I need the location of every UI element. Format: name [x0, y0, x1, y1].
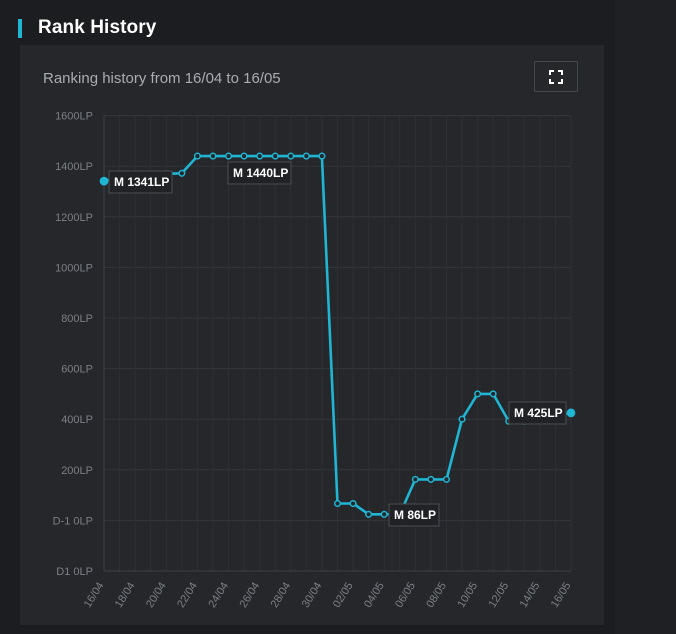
y-tick-label: 1400LP: [55, 161, 93, 173]
y-tick-label: D1 0LP: [56, 566, 93, 578]
x-tick-label: 08/05: [424, 580, 449, 610]
right-panel-background: [615, 0, 676, 634]
callout-box: [108, 170, 173, 194]
callout-text: M 1440LP: [233, 166, 288, 180]
y-tick-label: 1600LP: [55, 111, 93, 123]
data-point[interactable]: [489, 390, 497, 398]
data-point[interactable]: [209, 152, 217, 160]
callout-text: M 425LP: [514, 406, 563, 420]
data-point[interactable]: [427, 475, 435, 483]
x-tick-label: 24/04: [206, 580, 231, 610]
x-tick-label: 14/05: [518, 580, 543, 610]
x-tick-label: 18/04: [113, 580, 138, 610]
rank-history-card: Ranking history from 16/04 to 16/05: [20, 45, 604, 625]
y-tick-label: 1200LP: [55, 212, 93, 224]
accent-bar: [18, 18, 22, 38]
data-point[interactable]: [474, 390, 482, 398]
data-point[interactable]: [178, 169, 186, 177]
x-tick-label: 20/04: [144, 580, 169, 610]
y-tick-label: 200LP: [61, 465, 93, 477]
y-tick-label: 400LP: [61, 414, 93, 426]
data-point[interactable]: [271, 152, 279, 160]
data-point[interactable]: [224, 152, 233, 160]
callout-box: [227, 161, 292, 185]
data-point[interactable]: [193, 152, 201, 160]
expand-button[interactable]: [534, 61, 578, 92]
data-point[interactable]: [99, 176, 109, 186]
chart-subtitle: Ranking history from 16/04 to 16/05: [43, 70, 281, 87]
callout-text: M 1341LP: [114, 175, 169, 189]
data-point[interactable]: [458, 415, 466, 423]
data-point[interactable]: [333, 499, 342, 508]
callouts: M 1341LP M 1440LP M 86LP M 425LP: [108, 161, 567, 527]
data-point[interactable]: [442, 475, 451, 483]
x-tick-label: 16/05: [549, 580, 574, 610]
section-title: Rank History: [38, 17, 157, 38]
y-axis: D1 0LP D-1 0LP 200LP 400LP 600LP 800LP 1000LP 1…: [53, 111, 93, 578]
expand-icon: [549, 69, 563, 84]
y-tick-label: 1000LP: [55, 262, 93, 274]
data-point[interactable]: [380, 510, 388, 518]
x-tick-label: 12/05: [487, 580, 512, 610]
x-tick-label: 06/05: [393, 580, 418, 610]
x-tick-label: 22/04: [175, 580, 200, 610]
data-point[interactable]: [318, 152, 326, 160]
y-tick-label: 600LP: [61, 364, 93, 376]
y-tick-label: D-1 0LP: [53, 515, 93, 527]
x-tick-label: 10/05: [455, 580, 480, 610]
callout-box: [388, 503, 440, 527]
data-point[interactable]: [287, 152, 295, 160]
data-point[interactable]: [349, 499, 357, 508]
callout-label: M 425LP: [508, 401, 567, 425]
x-tick-label: 02/05: [331, 580, 356, 610]
data-point[interactable]: [365, 510, 373, 518]
x-tick-label: 16/04: [82, 580, 107, 610]
data-point[interactable]: [302, 152, 310, 160]
y-tick-label: 800LP: [61, 313, 93, 325]
x-axis: 16/04 18/04 20/04 22/04 24/04 26/04 28/04 30/04…: [82, 580, 574, 610]
x-tick-label: 28/04: [269, 580, 294, 610]
data-point[interactable]: [256, 152, 264, 160]
x-tick-label: 30/04: [300, 580, 325, 610]
x-tick-label: 26/04: [237, 580, 262, 610]
callout-text: M 86LP: [394, 508, 436, 522]
section-header: Rank History: [18, 14, 156, 42]
data-point[interactable]: [240, 152, 248, 160]
callout-label: M 1440LP: [227, 161, 292, 185]
callout-label: M 1341LP: [108, 170, 173, 194]
x-tick-label: 04/05: [362, 580, 387, 610]
callout-box: [508, 401, 567, 425]
data-point[interactable]: [566, 408, 576, 418]
callout-label: M 86LP: [388, 503, 440, 527]
data-point[interactable]: [411, 475, 419, 483]
